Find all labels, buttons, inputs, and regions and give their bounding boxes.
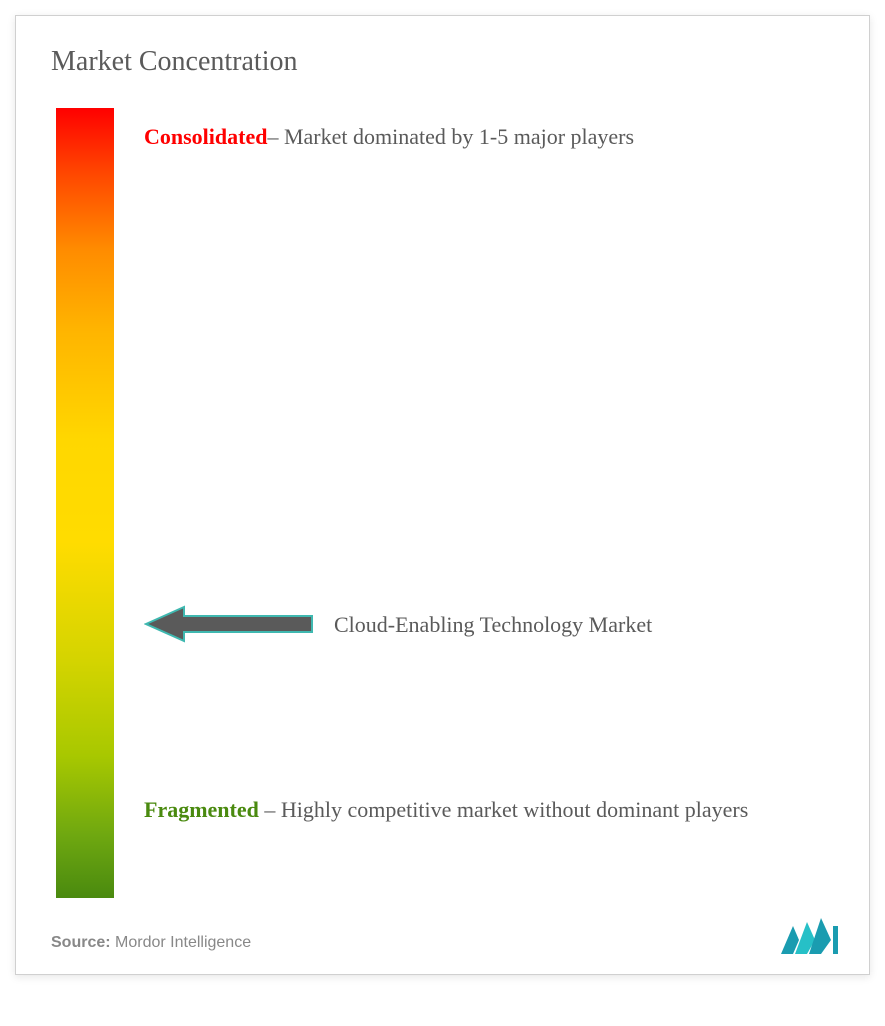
source-attribution: Source: Mordor Intelligence: [51, 934, 251, 952]
fragmented-description: – Highly competitive market without domi…: [259, 797, 748, 822]
source-label: Source:: [51, 934, 111, 951]
arrow-shape: [146, 607, 312, 641]
source-value: Mordor Intelligence: [115, 934, 251, 951]
market-name-label: Cloud-Enabling Technology Market: [334, 608, 652, 641]
consolidated-label: Consolidated– Market dominated by 1-5 ma…: [144, 113, 814, 161]
fragmented-label: Fragmented – Highly competitive market w…: [144, 786, 814, 834]
market-marker: Cloud-Enabling Technology Market: [144, 603, 652, 645]
consolidated-highlight: Consolidated: [144, 124, 267, 149]
mi-logo-icon: [779, 916, 839, 956]
consolidated-description: – Market dominated by 1-5 major players: [267, 124, 634, 149]
concentration-gradient-bar: [56, 108, 114, 898]
arrow-left-icon: [144, 603, 314, 645]
content-area: Consolidated– Market dominated by 1-5 ma…: [51, 108, 834, 908]
chart-title: Market Concentration: [51, 46, 834, 78]
infographic-card: Market Concentration Consolidated– Marke…: [15, 15, 870, 975]
labels-area: Consolidated– Market dominated by 1-5 ma…: [114, 108, 834, 908]
fragmented-highlight: Fragmented: [144, 797, 259, 822]
